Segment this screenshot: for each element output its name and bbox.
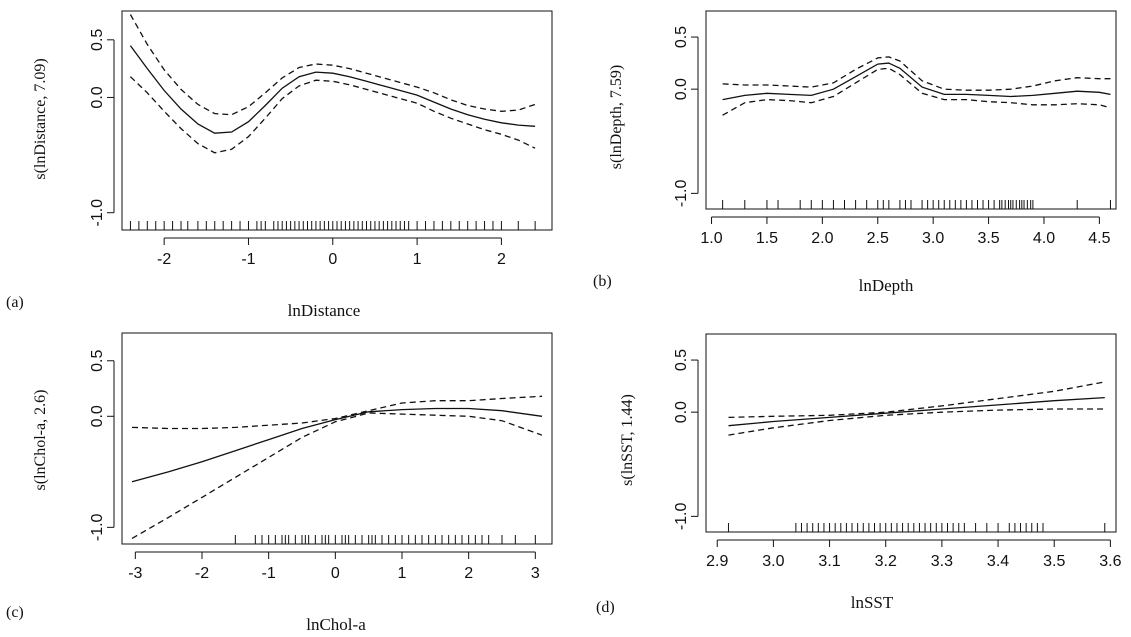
y-tick-label: 0.0 [673,401,690,423]
lower-ci-line [131,412,543,539]
upper-ci-line [129,14,536,116]
panel-letter: (b) [593,273,612,290]
panel-a: -2 -1 0 1 2 0.5 0.0 -1.0 (a) lnDistance s(lnDis… [6,10,553,320]
y-tick-label: -1.0 [673,179,690,207]
y-axis-label: s(lnDepth, 7.59) [608,65,625,169]
x-tick-label: 3.6 [1099,553,1121,570]
y-axis-label: s(lnSST, 1.44) [619,394,636,486]
y-tick-label: 0.0 [673,78,690,100]
lower-ci-line [129,76,536,154]
y-tick-label: 0.5 [89,350,106,372]
x-tick-label: 1 [413,251,422,268]
x-tick-label: 1 [398,565,407,582]
upper-ci-line [131,395,543,430]
x-tick-label: 3.5 [1043,553,1065,570]
x-tick-label: 3 [531,565,540,582]
y-tick-label: 0.0 [89,405,106,427]
panel-b: 1.0 1.5 2.0 2.5 3.0 3.5 4.0 4.5 0.5 0.0 -1.0 (b) l… [593,10,1117,295]
panel-letter: (d) [596,599,615,616]
x-axis-label: lnDistance [288,301,361,320]
upper-ci-line [728,381,1105,419]
x-tick-label: 4.5 [1088,230,1110,247]
plot-frame [705,333,1117,533]
x-tick-label: 3.0 [762,553,784,570]
y-tick-label: 0.5 [89,29,106,51]
panel-letter: (a) [6,294,24,311]
fit-line [728,396,1105,427]
y-tick-label: 0.5 [673,26,690,48]
panel-c: -3 -2 -1 0 1 2 3 0.5 0.0 -1.0 (c) lnChol-a s(lnCh… [6,332,553,634]
x-tick-label: 3.4 [987,553,1009,570]
x-tick-label: -1 [241,251,255,268]
y-axis-label: s(lnDistance, 7.09) [32,58,49,179]
x-tick-label: 3.5 [977,230,999,247]
x-tick-label: 2 [464,565,473,582]
lower-ci-line [722,67,1111,116]
y-tick-label: -1.0 [89,513,106,541]
x-tick-label: 2.9 [706,553,728,570]
fit-line [722,62,1111,101]
x-tick-label: 3.3 [931,553,953,570]
plot-frame [121,332,553,545]
x-tick-label: 4.0 [1033,230,1055,247]
fit-line [129,45,536,134]
x-tick-label: -2 [195,565,209,582]
x-axis-label: lnDepth [859,276,914,295]
x-tick-label: 2.5 [867,230,889,247]
x-tick-label: -2 [157,251,171,268]
x-tick-label: -1 [262,565,276,582]
panel-d: 2.9 3.0 3.1 3.2 3.3 3.4 3.5 3.6 0.5 0.0 -1.0 (d) l… [596,333,1122,616]
x-tick-label: 3.0 [922,230,944,247]
x-tick-label: 1.0 [700,230,722,247]
x-tick-label: 3.2 [875,553,897,570]
x-axis-label: lnChol-a [306,615,366,634]
x-tick-label: 1.5 [756,230,778,247]
x-axis-label: lnSST [851,593,894,612]
x-tick-label: -3 [128,565,142,582]
y-axis-label: s(lnChol-a, 2.6) [32,390,49,491]
lower-ci-line [728,408,1105,436]
y-tick-label: 0.5 [673,349,690,371]
x-tick-label: 0 [331,565,340,582]
fit-line [131,407,543,483]
y-tick-label: 0.0 [89,86,106,108]
x-tick-label: 0 [328,251,337,268]
panel-letter: (c) [6,604,24,621]
x-tick-label: 2.0 [811,230,833,247]
x-tick-label: 2 [497,251,506,268]
upper-ci-line [722,56,1111,91]
y-tick-label: -1.0 [89,199,106,227]
x-tick-label: 3.1 [818,553,840,570]
plot-frame [705,10,1117,210]
y-tick-label: -1.0 [673,502,690,530]
